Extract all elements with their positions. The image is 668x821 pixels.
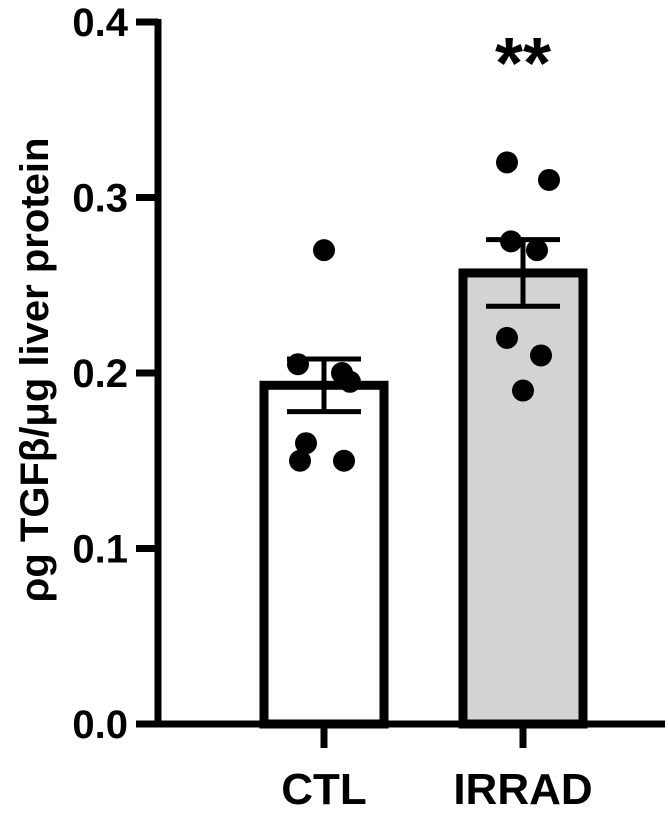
- data-point: [538, 168, 560, 191]
- bars-layer: [259, 268, 588, 729]
- points-layer: [287, 151, 560, 472]
- x-tick-label: CTL: [281, 765, 367, 814]
- y-axis-title: ρg TGFβ/μg liver protein: [13, 138, 57, 603]
- y-tick-label: 0.1: [72, 528, 128, 572]
- y-tick-label: 0.3: [72, 177, 128, 221]
- y-tick-label: 0.4: [72, 1, 128, 45]
- axes-layer: [154, 19, 665, 728]
- bar-ctl: [259, 380, 389, 729]
- x-tick-label: IRRAD: [453, 765, 592, 814]
- y-tick-label: 0.2: [72, 352, 128, 396]
- data-point: [496, 326, 518, 349]
- data-point: [313, 239, 335, 262]
- labels-layer: 0.0 0.1 0.2 0.3 0.4 CTL IRRAD **: [72, 1, 592, 814]
- data-point: [496, 151, 518, 174]
- data-point: [295, 432, 317, 455]
- data-point: [287, 353, 309, 376]
- bar-irrad: [458, 268, 588, 729]
- data-point: [289, 449, 311, 472]
- data-point: [333, 449, 355, 472]
- data-point: [500, 230, 522, 253]
- y-tick-label: 0.0: [72, 703, 128, 747]
- significance-marker: **: [495, 24, 551, 104]
- data-point: [339, 370, 361, 393]
- ticks-layer: [136, 18, 527, 748]
- data-point: [530, 344, 552, 367]
- data-point: [512, 379, 534, 402]
- data-point: [526, 239, 548, 262]
